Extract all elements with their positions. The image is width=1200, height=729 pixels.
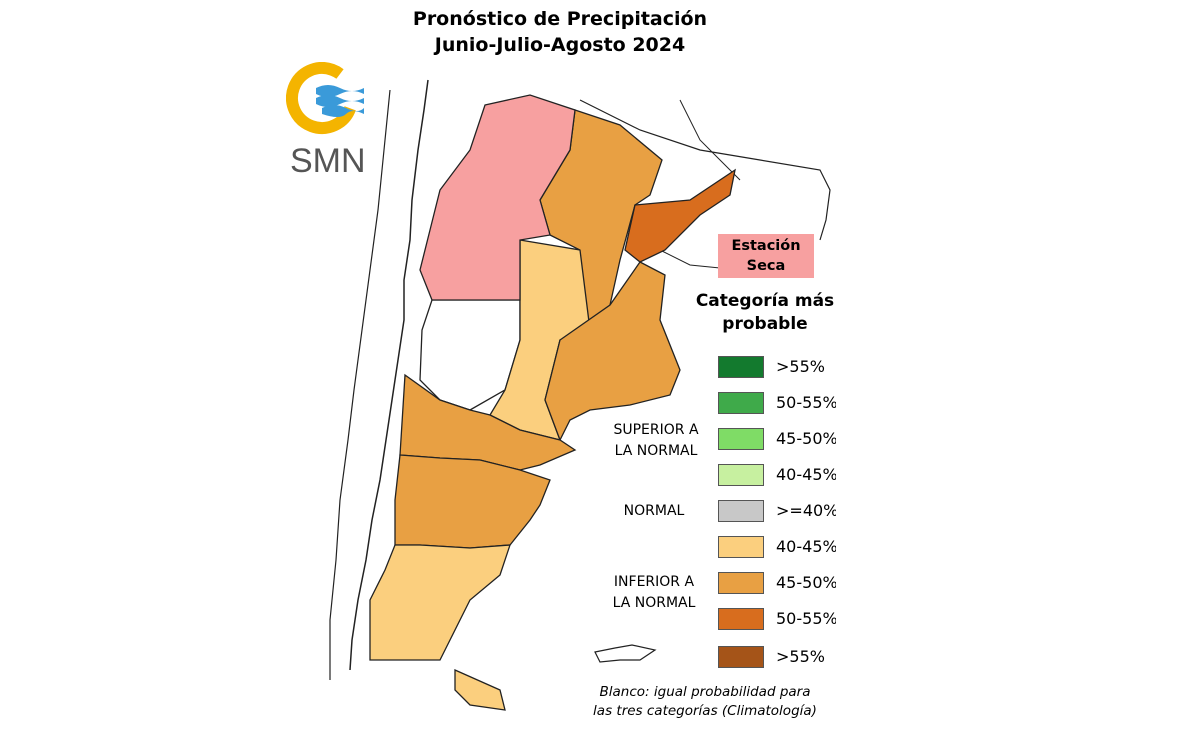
group-superior-line-1: SUPERIOR A <box>613 422 699 438</box>
group-inferior-line-2: LA NORMAL <box>612 595 696 611</box>
logo-text: SMN <box>290 142 366 180</box>
dry-season-line-1: Estación <box>731 238 801 254</box>
legend-label: 45-50% <box>776 573 836 592</box>
neighbour-border-line <box>579 99 831 241</box>
dry-season-box: Estación Seca <box>718 234 814 278</box>
region-dry-season-northwest <box>419 94 576 301</box>
region-dark-orange-mesopotamia <box>624 168 736 263</box>
legend-group-inferior: INFERIOR A LA NORMAL <box>594 572 714 614</box>
legend-label: >=40% <box>776 501 836 520</box>
footnote-line-1: Blanco: igual probabilidad para <box>599 684 811 700</box>
legend-swatch-inferior-40-45 <box>718 536 764 558</box>
malvinas-islands <box>594 644 657 663</box>
legend-title: Categoría más probable <box>690 290 840 336</box>
neighbour-border-line-2 <box>679 99 741 181</box>
legend-group-superior: SUPERIOR A LA NORMAL <box>596 420 716 462</box>
dry-season-line-2: Seca <box>746 258 786 274</box>
uruguay-border-line <box>659 249 721 269</box>
legend-label: >55% <box>776 647 825 666</box>
legend-label: 50-55% <box>776 609 836 628</box>
legend-swatch-superior-40-45 <box>718 464 764 486</box>
map-title: Pronóstico de Precipitación Junio-Julio-… <box>330 6 790 58</box>
title-line-2: Junio-Julio-Agosto 2024 <box>434 34 686 56</box>
legend-swatch-superior-45-50 <box>718 428 764 450</box>
legend-label: 40-45% <box>776 537 836 556</box>
region-tierra-del-fuego <box>454 668 506 711</box>
legend-title-line-2: probable <box>722 314 808 334</box>
legend-swatch-inferior-45-50 <box>718 572 764 594</box>
legend-label: 40-45% <box>776 465 836 484</box>
region-santa-cruz <box>369 544 511 661</box>
legend-swatch-inferior-55 <box>718 646 764 668</box>
legend-label: >55% <box>776 357 825 376</box>
group-superior-line-2: LA NORMAL <box>614 443 698 459</box>
legend-swatch-superior-50-55 <box>718 392 764 414</box>
footnote-line-2: las tres categorías (Climatología) <box>593 703 817 719</box>
legend-swatch-inferior-50-55 <box>718 608 764 630</box>
legend-group-normal: NORMAL <box>623 503 685 519</box>
footnote: Blanco: igual probabilidad para las tres… <box>560 683 850 721</box>
legend-label: 50-55% <box>776 393 836 412</box>
legend-swatch-normal <box>718 500 764 522</box>
title-line-1: Pronóstico de Precipitación <box>412 8 708 30</box>
chile-border-line <box>349 79 429 671</box>
smn-logo: SMN <box>286 62 386 182</box>
legend-title-line-1: Categoría más <box>695 291 835 311</box>
legend-label: 45-50% <box>776 429 836 448</box>
chile-coast-line <box>329 89 391 680</box>
group-inferior-line-1: INFERIOR A <box>613 574 695 590</box>
legend-swatch-superior-55 <box>718 356 764 378</box>
